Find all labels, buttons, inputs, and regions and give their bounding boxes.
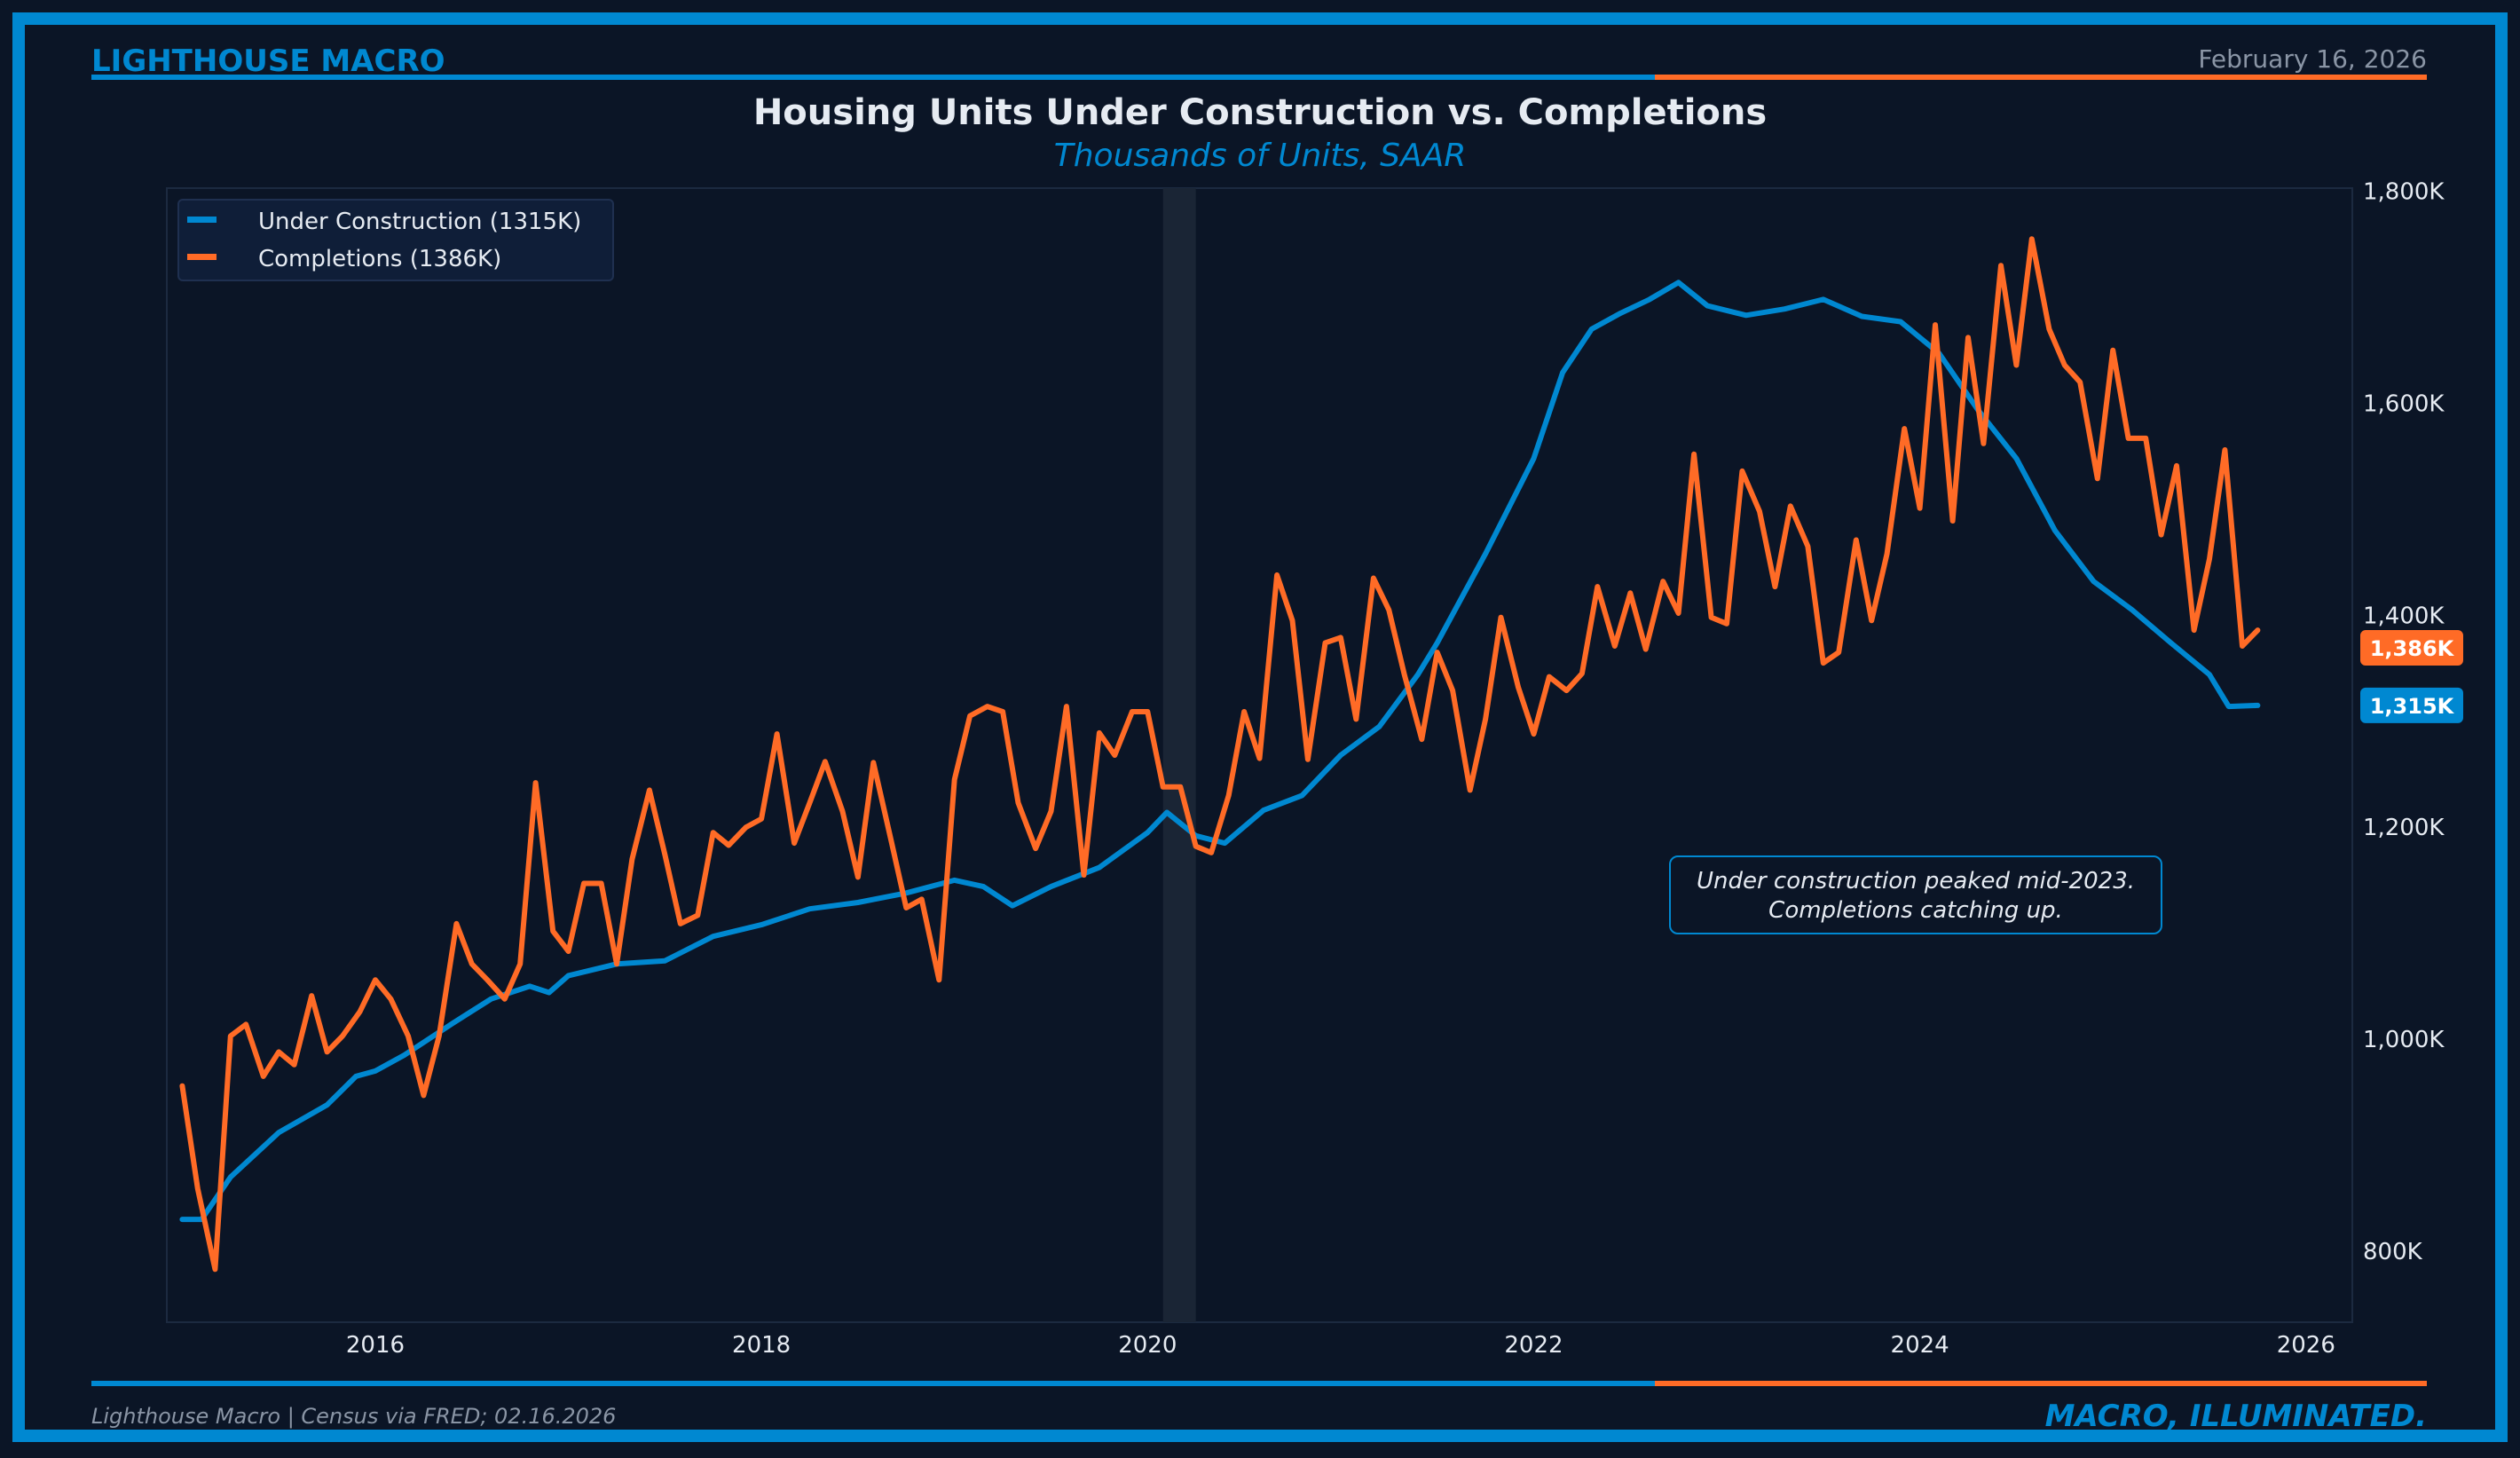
- y-tick-label: 1,000K: [2363, 1027, 2445, 1053]
- annotation-line-2: Completions catching up.: [1768, 897, 2063, 924]
- y-tick-label: 800K: [2363, 1239, 2423, 1265]
- series-line-under-construction: [179, 280, 2261, 1223]
- annotation: Under construction peaked mid-2023. Comp…: [1669, 855, 2162, 934]
- legend-box: [177, 199, 614, 281]
- series-line-completions: [179, 236, 2261, 1273]
- y-axis: 800K 1,000K 1,200K 1,400K 1,600K 1,800K: [2363, 179, 2445, 1265]
- brand-logo-text: LIGHTHOUSE MACRO: [91, 43, 445, 79]
- recession-shading: [1162, 188, 1196, 1322]
- chart-subtitle: Thousands of Units, SAAR: [1054, 138, 1467, 174]
- header-divider-orange: [1655, 75, 2427, 80]
- plot-area: [166, 187, 2353, 1323]
- y-tick-label: 1,400K: [2363, 603, 2445, 629]
- end-value-labels: 1,386K 1,315K: [2360, 630, 2463, 723]
- recession-band: [1162, 188, 1196, 1322]
- header-divider-blue: [91, 75, 1655, 80]
- end-value-badge-label: 1,386K: [2370, 636, 2455, 661]
- legend-swatch-completions: [187, 254, 217, 260]
- x-tick-label: 2020: [1118, 1332, 1177, 1359]
- footer-divider-blue: [91, 1381, 1655, 1386]
- source-note: Lighthouse Macro | Census via FRED; 02.1…: [91, 1404, 616, 1429]
- end-value-badge-label: 1,315K: [2370, 694, 2455, 719]
- y-tick-label: 1,200K: [2363, 815, 2445, 841]
- footer-divider-orange: [1655, 1381, 2427, 1386]
- annotation-box: [1669, 855, 2162, 934]
- legend-swatch-under-construction: [187, 217, 217, 223]
- end-value-badge: [2360, 687, 2463, 723]
- chart-title: Housing Units Under Construction vs. Com…: [753, 92, 1767, 133]
- y-tick-label: 1,800K: [2363, 179, 2445, 206]
- legend-label-under-construction: Under Construction (1315K): [258, 209, 581, 235]
- legend: Under Construction (1315K) Completions (…: [177, 199, 614, 281]
- legend-label-completions: Completions (1386K): [258, 246, 501, 272]
- date-label: February 16, 2026: [2198, 44, 2427, 74]
- x-tick-label: 2026: [2277, 1332, 2335, 1359]
- x-tick-label: 2022: [1504, 1332, 1563, 1359]
- series-lines: [179, 236, 2261, 1273]
- annotation-line-1: Under construction peaked mid-2023.: [1697, 868, 2135, 895]
- tagline: MACRO, ILLUMINATED.: [2045, 1399, 2427, 1434]
- x-tick-label: 2016: [346, 1332, 405, 1359]
- end-value-badge: [2360, 630, 2463, 666]
- x-axis: 2016 2018 2020 2022 2024 2026: [346, 1332, 2335, 1359]
- x-tick-label: 2024: [1891, 1332, 1949, 1359]
- y-tick-label: 1,600K: [2363, 390, 2445, 417]
- x-tick-label: 2018: [732, 1332, 791, 1359]
